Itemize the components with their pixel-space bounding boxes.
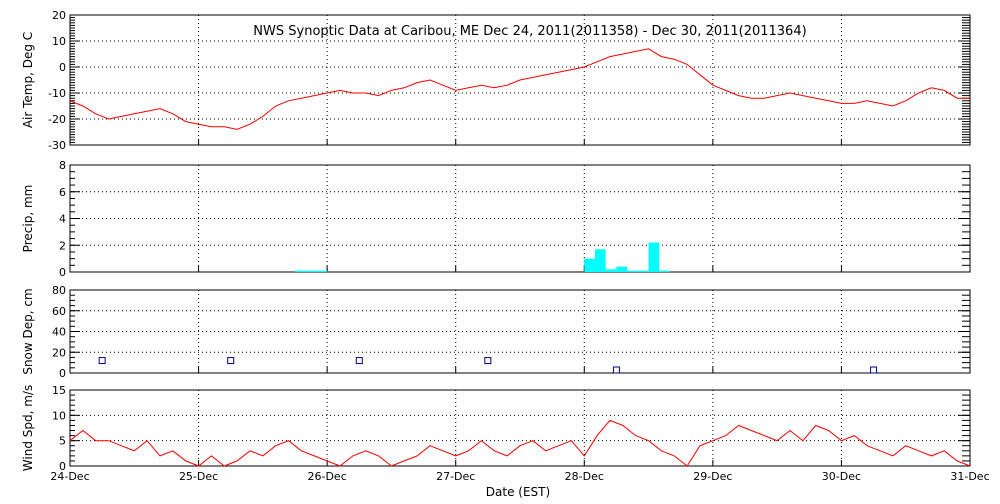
precip-bar <box>637 270 649 272</box>
snow-depth-point <box>355 357 363 365</box>
y-tick-label: 0 <box>59 61 66 74</box>
y-tick-label: 40 <box>52 326 66 339</box>
air-temp-panel: 20 10 0 -10 -20 -30 Air Temp, Deg C <box>21 9 971 152</box>
y-tick-label: 2 <box>59 239 66 252</box>
y-tick-label: -10 <box>48 87 66 100</box>
air-temp-y-axis-label: Air Temp, Deg C <box>21 32 35 128</box>
precip-bar <box>605 269 617 272</box>
wind-speed-y-axis-label: Wind Spd, m/s <box>21 385 35 471</box>
y-tick-label: 80 <box>52 284 66 297</box>
y-tick-label: -30 <box>48 139 66 152</box>
precip-panel: 8 6 4 2 0 Precip, mm <box>21 159 971 279</box>
precip-bar <box>584 258 595 272</box>
y-tick-label: 8 <box>59 159 66 172</box>
snow-depth-panel: 80 60 40 20 0 Snow Dep, cm <box>21 284 971 380</box>
air-temp-series-line <box>69 48 970 130</box>
wind-speed-panel: 15 10 5 0 Wind Spd, m/s 24-Dec 25-Dec 26-Dec 27-… <box>21 384 990 483</box>
x-tick-label: 30-Dec <box>822 470 861 483</box>
x-axis-label: Date (EST) <box>486 485 550 499</box>
x-tick-label: 29-Dec <box>693 470 732 483</box>
y-tick-label: 60 <box>52 305 66 318</box>
y-tick-label: 20 <box>52 9 66 22</box>
x-tick-label: 31-Dec <box>950 470 989 483</box>
chart-title: NWS Synoptic Data at Caribou, ME Dec 24,… <box>253 24 806 39</box>
y-tick-label: 10 <box>52 35 66 48</box>
snow-depth-point <box>612 366 620 374</box>
y-tick-label: 20 <box>52 346 66 359</box>
precip-bar <box>594 249 606 272</box>
y-tick-label: 10 <box>52 409 66 422</box>
x-tick-label: 25-Dec <box>179 470 218 483</box>
x-tick-label: 24-Dec <box>50 470 89 483</box>
x-tick-label: 26-Dec <box>308 470 347 483</box>
precip-bar <box>648 242 660 272</box>
wind-speed-series-line <box>69 419 971 467</box>
x-tick-label: 28-Dec <box>565 470 604 483</box>
precip-y-axis-label: Precip, mm <box>21 185 35 253</box>
precip-bar <box>616 266 628 272</box>
precip-bar <box>305 270 317 272</box>
snow-depth-y-axis-label: Snow Dep, cm <box>21 288 35 374</box>
snow-depth-point <box>98 357 106 365</box>
y-tick-label: 0 <box>59 266 66 279</box>
wind-speed-frame <box>69 389 971 467</box>
y-tick-label: 0 <box>59 460 66 473</box>
y-tick-label: 5 <box>59 435 66 448</box>
precip-bar <box>659 270 670 272</box>
precip-bar <box>316 270 328 272</box>
y-tick-label: 6 <box>59 186 66 199</box>
precip-bar <box>295 270 306 272</box>
y-tick-label: 4 <box>59 213 66 226</box>
x-tick-label: 27-Dec <box>436 470 475 483</box>
snow-depth-point <box>484 357 492 365</box>
precip-bar <box>627 270 638 272</box>
y-tick-label: 0 <box>59 367 66 380</box>
snow-depth-point <box>870 366 878 374</box>
y-tick-label: 15 <box>52 384 66 397</box>
snow-depth-point <box>227 357 235 365</box>
y-tick-label: -20 <box>48 113 66 126</box>
